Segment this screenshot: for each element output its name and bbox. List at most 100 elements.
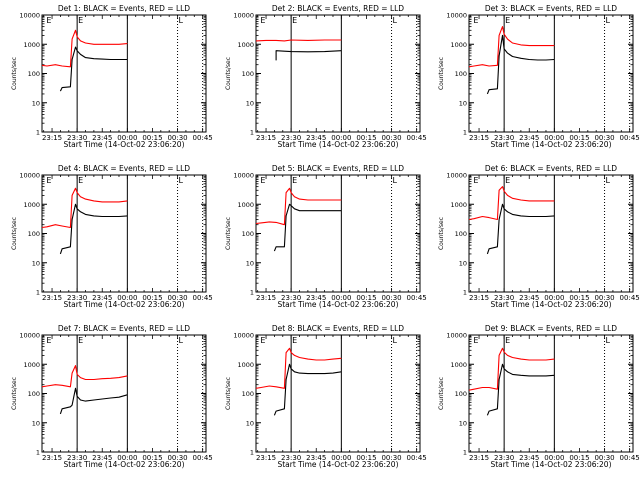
y-tick-label: 10000	[233, 12, 254, 20]
x-tick-label: 00:45	[193, 134, 213, 142]
marker-label: L	[179, 176, 184, 185]
y-axis-label: Counts/sec	[225, 57, 232, 90]
y-axis-label: Counts/sec	[11, 57, 18, 90]
y-axis-label: Counts/sec	[225, 217, 232, 250]
y-tick-label: 1000	[237, 361, 254, 369]
series-line-events	[274, 364, 341, 415]
y-tick-label: 1000	[237, 201, 254, 209]
y-tick-label: 1	[463, 129, 467, 137]
marker-label: L	[393, 336, 398, 345]
marker-label: E	[260, 16, 265, 25]
x-tick-label: 00:45	[407, 294, 427, 302]
y-tick-label: 10000	[446, 12, 467, 20]
marker-label: E	[473, 16, 478, 25]
series-line-lld	[469, 348, 554, 390]
series-line-events	[60, 47, 127, 91]
y-tick-label: 10	[32, 419, 40, 427]
x-tick-label: 23:15	[42, 454, 62, 462]
marker-label: E	[46, 16, 51, 25]
y-tick-label: 1	[250, 289, 254, 297]
marker-label: E	[292, 176, 297, 185]
y-tick-label: 1	[463, 289, 467, 297]
y-tick-label: 1	[250, 449, 254, 457]
x-tick-label: 23:15	[469, 134, 489, 142]
marker-label: E	[505, 176, 510, 185]
y-tick-label: 10	[246, 99, 254, 107]
panel-det-9: Det 9: BLACK = Events, RED = LLD E E L 1 10 10…	[438, 324, 640, 469]
y-tick-label: 100	[28, 390, 40, 398]
marker-label: E	[46, 176, 51, 185]
x-tick-label: 00:45	[407, 134, 427, 142]
series-line-lld	[256, 188, 341, 224]
series-line-events	[60, 204, 127, 254]
series-line-events	[487, 364, 554, 415]
panel-det-1: Det 1: BLACK = Events, RED = LLD E E L 1 10 10…	[11, 4, 213, 149]
x-tick-label: 23:15	[256, 134, 276, 142]
y-tick-label: 100	[28, 230, 40, 238]
x-tick-label: 00:45	[620, 454, 640, 462]
series-line-lld	[469, 27, 554, 67]
y-tick-label: 1	[36, 449, 40, 457]
plot-frame	[42, 335, 206, 452]
x-tick-label: 00:45	[193, 454, 213, 462]
y-tick-label: 10000	[233, 332, 254, 340]
y-tick-label: 10000	[19, 172, 40, 180]
panel-det-6: Det 6: BLACK = Events, RED = LLD E E L 1 10 10…	[438, 164, 640, 309]
plot-frame	[469, 335, 633, 452]
y-tick-label: 1000	[237, 41, 254, 49]
x-axis-label: Start Time (14-Oct-02 23:06:20)	[490, 460, 611, 469]
y-tick-label: 10	[246, 259, 254, 267]
y-tick-label: 10	[246, 419, 254, 427]
x-tick-label: 23:15	[42, 134, 62, 142]
panel-det-2: Det 2: BLACK = Events, RED = LLD E E L 1 10 10…	[225, 4, 427, 149]
plot-frame	[469, 15, 633, 132]
y-tick-label: 10000	[233, 172, 254, 180]
panel-title: Det 2: BLACK = Events, RED = LLD	[272, 4, 404, 13]
detector-rates-figure: Det 1: BLACK = Events, RED = LLDE E L11010…	[0, 0, 640, 480]
x-tick-label: 00:45	[620, 134, 640, 142]
x-tick-label: 00:45	[407, 454, 427, 462]
x-tick-label: 23:15	[256, 294, 276, 302]
series-line-events	[276, 51, 341, 61]
panel-title: Det 3: BLACK = Events, RED = LLD	[485, 4, 617, 13]
panel-det-3: Det 3: BLACK = Events, RED = LLD E E L 1 10 10…	[438, 4, 640, 149]
x-axis-label: Start Time (14-Oct-02 23:06:20)	[277, 300, 398, 309]
y-tick-label: 100	[455, 230, 467, 238]
y-tick-label: 10000	[19, 332, 40, 340]
marker-label: E	[78, 176, 83, 185]
x-axis-label: Start Time (14-Oct-02 23:06:20)	[63, 300, 184, 309]
panel-title: Det 4: BLACK = Events, RED = LLD	[58, 164, 190, 173]
y-tick-label: 10	[459, 419, 467, 427]
y-tick-label: 1000	[450, 361, 467, 369]
marker-label: E	[473, 176, 478, 185]
plot-frame	[42, 15, 206, 132]
panel-det-5: Det 5: BLACK = Events, RED = LLD E E L 1 10 10…	[225, 164, 427, 309]
y-axis-label: Counts/sec	[11, 377, 18, 410]
y-tick-label: 100	[28, 70, 40, 78]
y-tick-label: 1	[36, 129, 40, 137]
x-tick-label: 00:45	[193, 294, 213, 302]
x-axis-label: Start Time (14-Oct-02 23:06:20)	[63, 140, 184, 149]
series-line-lld	[42, 366, 127, 387]
marker-label: E	[78, 336, 83, 345]
y-tick-label: 1	[250, 129, 254, 137]
y-tick-label: 100	[242, 390, 254, 398]
y-tick-label: 10	[459, 99, 467, 107]
marker-label: L	[393, 16, 398, 25]
panel-det-8: Det 8: BLACK = Events, RED = LLDE E L11010…	[225, 324, 427, 469]
marker-label: E	[292, 336, 297, 345]
plot-frame	[256, 175, 420, 292]
y-tick-label: 100	[455, 70, 467, 78]
y-axis-label: Counts/sec	[438, 377, 445, 410]
marker-label: E	[505, 336, 510, 345]
marker-label: L	[606, 176, 611, 185]
x-tick-label: 23:15	[256, 454, 276, 462]
marker-label: E	[292, 16, 297, 25]
y-tick-label: 100	[242, 230, 254, 238]
marker-label: L	[393, 176, 398, 185]
panel-title: Det 8: BLACK = Events, RED = LLD	[272, 324, 404, 333]
marker-label: E	[260, 176, 265, 185]
x-axis-label: Start Time (14-Oct-02 23:06:20)	[277, 460, 398, 469]
y-tick-label: 1000	[450, 41, 467, 49]
y-axis-label: Counts/sec	[11, 217, 18, 250]
